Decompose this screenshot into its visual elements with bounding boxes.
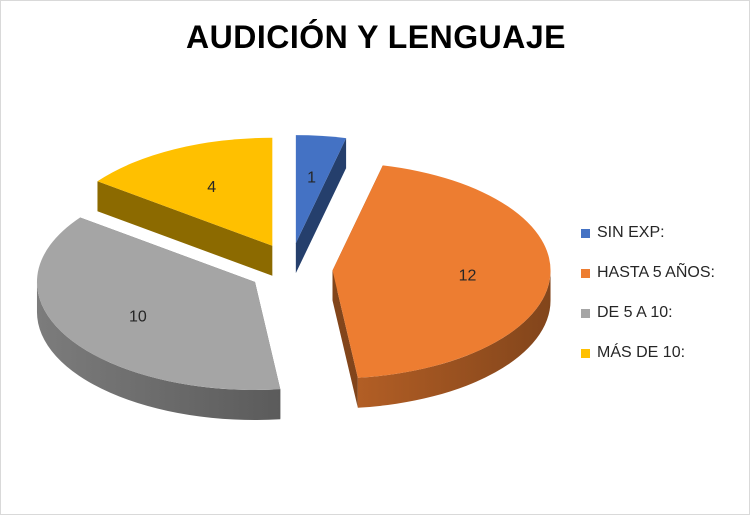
slice-side-wall — [295, 138, 347, 274]
slice-sin-exp: 1 — [295, 135, 347, 274]
legend-swatch — [581, 228, 590, 238]
data-label: 1 — [307, 170, 316, 187]
data-label: 4 — [207, 179, 216, 196]
slice-top — [36, 217, 281, 390]
data-label: 10 — [129, 308, 147, 325]
legend-label: MÁS DE 10: — [597, 344, 686, 361]
legend-label: DE 5 A 10: — [597, 304, 673, 321]
slice-top — [295, 135, 347, 244]
legend-item-hasta-5: HASTA 5 AÑOS: — [581, 263, 715, 283]
data-label: 12 — [459, 267, 477, 284]
slice-side-wall — [332, 270, 358, 408]
slice-hasta-5-anos: 12 — [332, 165, 551, 408]
legend: SIN EXP: HASTA 5 AÑOS: DE 5 A 10: MÁS DE… — [581, 223, 715, 383]
slice-rim — [36, 282, 281, 420]
legend-swatch — [581, 308, 590, 318]
slice-de-5-a-10: 10 — [36, 217, 281, 420]
chart-title: AUDICIÓN Y LENGUAJE — [186, 19, 566, 55]
legend-swatch — [581, 348, 590, 358]
legend-swatch — [581, 268, 590, 278]
slice-rim — [357, 270, 551, 408]
slice-side-wall — [97, 181, 273, 276]
slice-top — [97, 137, 273, 246]
legend-item-mas-de-10: MÁS DE 10: — [581, 343, 715, 363]
legend-item-sin-exp: SIN EXP: — [581, 223, 715, 243]
legend-label: HASTA 5 AÑOS: — [597, 264, 715, 281]
slice-mas-de-10: 4 — [97, 137, 273, 276]
slice-top — [332, 165, 551, 378]
legend-label: SIN EXP: — [597, 224, 665, 241]
legend-item-de-5-a-10: DE 5 A 10: — [581, 303, 715, 323]
